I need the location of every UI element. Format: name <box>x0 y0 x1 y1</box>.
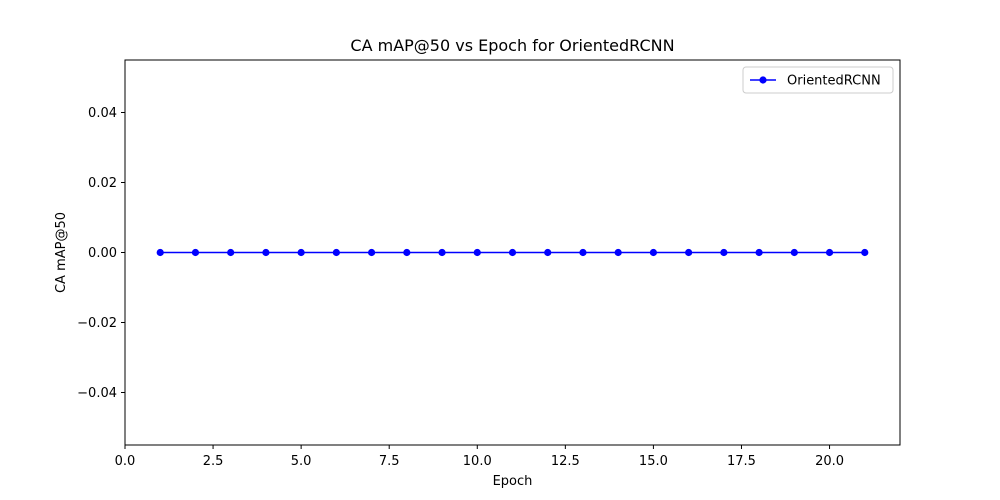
data-point <box>262 248 270 257</box>
y-axis: −0.04 −0.02 0.00 0.02 0.04 <box>77 106 125 401</box>
series-layer <box>156 248 869 257</box>
data-point <box>579 248 587 257</box>
data-point <box>227 248 235 257</box>
data-point <box>473 248 481 257</box>
y-axis-label: CA mAP@50 <box>54 212 69 293</box>
y-tick-label: 0.02 <box>88 176 117 191</box>
x-tick-label: 15.0 <box>639 454 668 469</box>
x-axis-label: Epoch <box>493 474 533 489</box>
data-point <box>825 248 834 257</box>
x-tick-label: 17.5 <box>727 454 756 469</box>
data-point <box>614 248 622 257</box>
data-point <box>367 248 376 257</box>
x-tick-label: 20.0 <box>815 454 844 469</box>
x-axis: 0.0 2.5 5.0 7.5 10.0 12.5 15.0 17.5 20.0 <box>115 445 844 469</box>
data-point <box>156 248 164 257</box>
legend: OrientedRCNN <box>742 66 894 94</box>
data-point <box>191 248 200 257</box>
y-tick-label: 0.04 <box>88 106 117 121</box>
x-tick-label: 2.5 <box>203 454 224 469</box>
legend-label: OrientedRCNN <box>787 74 881 89</box>
legend-box <box>742 66 894 94</box>
x-tick-label: 12.5 <box>551 454 580 469</box>
data-point <box>755 248 763 257</box>
y-tick-label: −0.02 <box>77 316 117 331</box>
data-point <box>720 248 728 257</box>
data-point <box>861 248 869 257</box>
x-tick-label: 5.0 <box>291 454 312 469</box>
x-tick-label: 7.5 <box>379 454 400 469</box>
data-point <box>508 248 517 257</box>
x-tick-label: 10.0 <box>463 454 492 469</box>
legend-point-marker <box>759 76 767 84</box>
data-point <box>403 248 411 257</box>
data-point <box>332 248 340 257</box>
y-tick-label: −0.04 <box>77 386 117 401</box>
data-point <box>685 248 693 257</box>
data-point <box>297 248 305 257</box>
y-tick-label: 0.00 <box>88 246 117 261</box>
x-tick-label: 0.0 <box>115 454 136 469</box>
data-point <box>438 248 446 257</box>
data-point <box>790 248 798 257</box>
plot-frame <box>124 59 901 446</box>
chart-title: CA mAP@50 vs Epoch for OrientedRCNN <box>350 36 674 55</box>
data-point <box>649 248 658 257</box>
data-point <box>544 248 552 257</box>
